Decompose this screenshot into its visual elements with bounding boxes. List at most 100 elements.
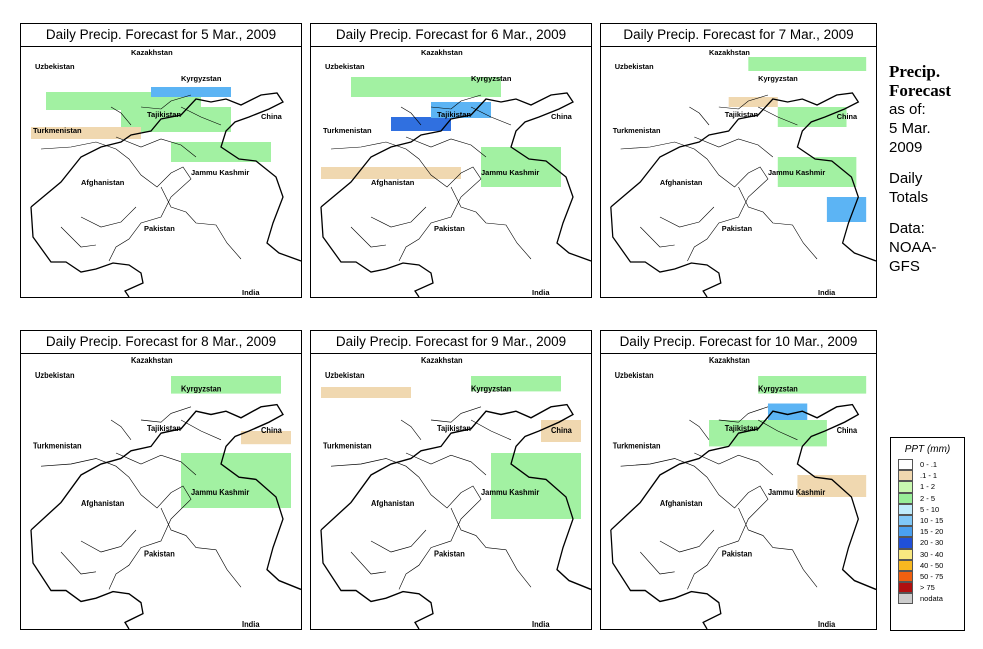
map-label-jammu-kashmir: Jammu Kashmir: [481, 168, 539, 177]
legend-label: 50 - 75: [920, 571, 944, 581]
map-label-afghanistan: Afghanistan: [371, 498, 414, 507]
legend-swatch: [898, 492, 913, 504]
map-label-india: India: [818, 619, 836, 628]
legend-swatch: [898, 526, 913, 538]
map-label-jammu-kashmir: Jammu Kashmir: [768, 168, 825, 177]
forecast-panel-5: Daily Precip. Forecast for 9 Mar., 2009 …: [310, 330, 592, 630]
map-label-kyrgyzstan: Kyrgyzstan: [181, 384, 222, 393]
map-label-kyrgyzstan: Kyrgyzstan: [471, 384, 512, 393]
map-label-china: China: [551, 112, 573, 121]
legend-item: 2 - 5: [898, 492, 964, 504]
map-label-tajikistan: Tajikistan: [437, 110, 471, 119]
map-label-india: India: [242, 288, 260, 297]
map-label-tajikistan: Tajikistan: [725, 110, 759, 119]
map-label-uzbekistan: Uzbekistan: [325, 62, 365, 71]
country-border: [30, 403, 301, 629]
legend-item: 10 - 15: [898, 514, 964, 527]
legend-label: 40 - 50: [920, 560, 944, 570]
legend-label: nodata: [920, 594, 943, 604]
panel-title: Daily Precip. Forecast for 6 Mar., 2009: [311, 24, 591, 47]
forecast-map: Kazakhstan Uzbekistan Kyrgyzstan Tajikistan…: [601, 354, 876, 629]
country-border: [30, 92, 301, 297]
forecast-panel-4: Daily Precip. Forecast for 8 Mar., 2009 …: [20, 330, 302, 630]
precip-area: [181, 453, 291, 508]
map-label-kazakhstan: Kazakhstan: [421, 48, 463, 57]
map-label-pakistan: Pakistan: [722, 549, 752, 558]
legend-item: .1 - 1: [898, 470, 964, 482]
legend-label: 1 - 2: [920, 482, 936, 492]
map-label-jammu-kashmir: Jammu Kashmir: [191, 168, 249, 177]
map-label-afghanistan: Afghanistan: [371, 178, 415, 187]
map-label-turkmenistan: Turkmenistan: [323, 441, 372, 450]
legend-item: 20 - 30: [898, 537, 964, 549]
map-label-kyrgyzstan: Kyrgyzstan: [758, 384, 798, 393]
map-label-india: India: [532, 619, 550, 628]
map-label-pakistan: Pakistan: [144, 224, 175, 233]
legend-title: PPT (mm): [904, 444, 951, 455]
panel-title: Daily Precip. Forecast for 10 Mar., 2009: [601, 331, 876, 354]
map-label-pakistan: Pakistan: [434, 549, 465, 558]
data-source-line1: Data:: [889, 220, 925, 237]
precip-area: [758, 376, 867, 394]
forecast-map: Kazakhstan Uzbekistan Kyrgyzstan Tajikistan…: [311, 47, 591, 297]
map-label-kyrgyzstan: Kyrgyzstan: [181, 74, 222, 83]
map-label-kyrgyzstan: Kyrgyzstan: [471, 74, 512, 83]
map-label-pakistan: Pakistan: [434, 224, 465, 233]
map-label-afghanistan: Afghanistan: [81, 498, 124, 507]
map-label-china: China: [837, 112, 858, 121]
precip-area: [767, 403, 808, 422]
map-label-tajikistan: Tajikistan: [147, 424, 181, 433]
province-borders: [620, 94, 818, 262]
sidebar-title-line1: Precip.: [889, 62, 941, 81]
map-label-pakistan: Pakistan: [144, 549, 175, 558]
map-label-afghanistan: Afghanistan: [660, 498, 703, 507]
map-label-kyrgyzstan: Kyrgyzstan: [758, 74, 798, 83]
country-border: [610, 403, 876, 629]
map-label-china: China: [837, 426, 858, 435]
panel-title: Daily Precip. Forecast for 8 Mar., 2009: [21, 331, 301, 354]
legend-item: 40 - 50: [898, 559, 964, 571]
map-label-tajikistan: Tajikistan: [437, 424, 471, 433]
forecast-panel-3: Daily Precip. Forecast for 7 Mar., 2009 …: [600, 23, 877, 298]
map-label-india: India: [242, 619, 260, 628]
map-label-uzbekistan: Uzbekistan: [325, 371, 365, 380]
precip-area: [241, 431, 291, 445]
precip-area: [826, 197, 867, 222]
legend-swatch: [898, 481, 913, 493]
map-label-jammu-kashmir: Jammu Kashmir: [481, 487, 539, 496]
legend-swatch: [898, 548, 913, 560]
map-label-uzbekistan: Uzbekistan: [35, 62, 75, 71]
map-label-china: China: [551, 426, 572, 435]
legend-swatch: [898, 459, 913, 471]
province-borders: [40, 406, 242, 590]
map-label-kazakhstan: Kazakhstan: [131, 48, 173, 57]
precip-area: [351, 77, 501, 97]
map-label-afghanistan: Afghanistan: [81, 178, 125, 187]
forecast-map: Kazakhstan Uzbekistan Kyrgyzstan Tajikistan…: [21, 47, 301, 297]
precip-area: [777, 157, 857, 187]
precip-area: [321, 387, 411, 398]
legend-swatch: [898, 593, 913, 605]
legend-label: 10 - 15: [920, 516, 944, 526]
country-border: [320, 92, 591, 297]
province-borders: [330, 406, 532, 590]
sidebar-info: Precip. Forecast as of: 5 Mar. 2009 Dail…: [889, 62, 979, 276]
map-label-jammu-kashmir: Jammu Kashmir: [191, 487, 249, 496]
map-label-turkmenistan: Turkmenistan: [323, 126, 372, 135]
map-label-kazakhstan: Kazakhstan: [131, 355, 173, 364]
legend-item: 30 - 40: [898, 548, 964, 560]
legend-label: 15 - 20: [920, 527, 944, 537]
map-label-turkmenistan: Turkmenistan: [613, 126, 661, 135]
forecast-map: Kazakhstan Uzbekistan Kyrgyzstan Tajikistan…: [311, 354, 591, 629]
legend-label: 5 - 10: [920, 504, 940, 514]
map-label-kazakhstan: Kazakhstan: [709, 355, 750, 364]
forecast-map: Kazakhstan Uzbekistan Kyrgyzstan Tajikistan…: [601, 47, 876, 297]
precip-area: [709, 420, 827, 447]
map-label-pakistan: Pakistan: [722, 224, 753, 233]
map-label-jammu-kashmir: Jammu Kashmir: [768, 487, 825, 496]
legend-label: 30 - 40: [920, 549, 944, 559]
precip-area: [748, 57, 867, 71]
map-label-turkmenistan: Turkmenistan: [33, 441, 82, 450]
